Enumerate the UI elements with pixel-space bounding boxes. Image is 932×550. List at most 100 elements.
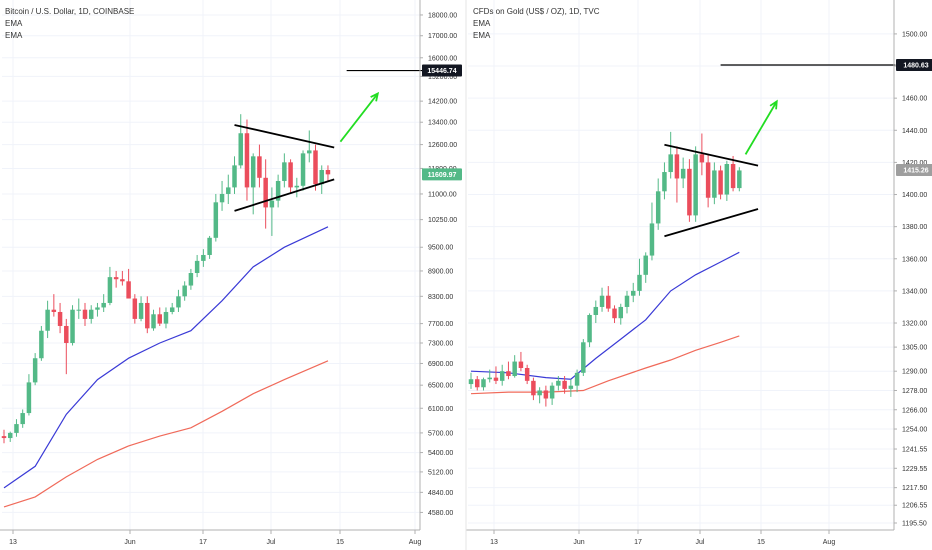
price-tick-label: 1305.00 — [902, 345, 927, 352]
candle-body — [226, 187, 231, 194]
bitcoin-time-axis[interactable]: 13 Jun 17 Jul 15 Aug — [9, 530, 421, 546]
price-tick-label: 1440.00 — [902, 128, 927, 135]
bitcoin-chart-background — [0, 0, 466, 550]
candle-body — [300, 153, 306, 186]
bitcoin-candles — [1, 114, 331, 444]
bitcoin-ema-legend-2[interactable]: EMA — [5, 31, 23, 40]
candle-body — [113, 277, 119, 280]
time-tick-label: 15 — [336, 539, 344, 546]
gold-chart-background — [466, 0, 932, 550]
candle-body — [95, 307, 100, 310]
candle-body — [730, 164, 736, 189]
price-tick-label: 10250.00 — [428, 217, 457, 224]
candle-body — [606, 295, 611, 309]
candle-body — [537, 390, 542, 396]
breakout-arrow-head — [370, 91, 380, 102]
price-tick-label: 5120.00 — [428, 469, 453, 476]
candle-body — [201, 254, 206, 261]
gold-ema-legend-2[interactable]: EMA — [473, 31, 491, 40]
candle-body — [630, 290, 636, 296]
triangle-trendline — [234, 124, 335, 149]
candle-body — [524, 367, 530, 381]
candle-body — [624, 295, 630, 307]
candle-body — [70, 309, 75, 343]
candle-body — [151, 314, 156, 329]
candle-body — [556, 380, 561, 386]
candle-body — [1, 436, 7, 439]
price-tick-label: 17000.00 — [428, 33, 457, 40]
price-tick-label: 1229.55 — [902, 466, 927, 473]
ema-fast-line — [470, 251, 740, 380]
price-tick-label: 7700.00 — [428, 321, 453, 328]
candle-body — [39, 330, 44, 359]
price-tick-label: 1340.00 — [902, 288, 927, 295]
price-tick-label: 7300.00 — [428, 340, 453, 347]
candle-body — [325, 169, 331, 175]
gold-annotations — [664, 64, 896, 238]
bitcoin-chart-title: Bitcoin / U.S. Dollar, 1D, COINBASE — [5, 7, 134, 16]
candle-body — [51, 309, 57, 312]
candle-body — [145, 302, 150, 329]
price-tick-label: 1241.55 — [902, 447, 927, 454]
gold-chart-panel[interactable]: 1195.50 1206.55 1217.50 1229.55 1241.55 1254.… — [466, 0, 932, 550]
price-tick-label: 8900.00 — [428, 268, 453, 275]
price-tick-label: 15200.00 — [428, 74, 457, 81]
price-tick-label: 1217.50 — [902, 485, 927, 492]
candle-body — [649, 223, 655, 256]
candle-body — [163, 311, 169, 324]
gold-chart-title: CFDs on Gold (US$ / OZ), 1D, TVC — [473, 7, 600, 16]
candle-body — [250, 156, 256, 188]
price-tick-label: 14200.00 — [428, 99, 457, 106]
price-tick-label: 1206.55 — [902, 503, 927, 510]
candle-body — [587, 314, 592, 343]
candle-body — [581, 342, 586, 373]
price-tick-label: 1360.00 — [902, 256, 927, 263]
price-tick-label: 1320.00 — [902, 321, 927, 328]
price-badge — [422, 64, 462, 77]
gold-time-axis[interactable]: 13 Jun 17 Jul 15 Aug — [490, 530, 835, 546]
candle-body — [593, 306, 599, 315]
candle-body — [45, 309, 50, 331]
candle-body — [257, 156, 262, 178]
price-tick-label: 1266.00 — [902, 407, 927, 414]
price-badge — [422, 168, 462, 181]
candle-body — [26, 382, 32, 414]
candle-body — [680, 168, 686, 179]
candle-body — [269, 200, 275, 208]
candle-body — [574, 372, 580, 386]
price-tick-label: 1500.00 — [902, 31, 927, 38]
time-tick-label: 17 — [634, 539, 642, 546]
candle-body — [493, 377, 499, 381]
ema-fast-line — [3, 226, 329, 489]
candle-body — [699, 154, 705, 163]
candle-body — [499, 371, 505, 381]
candle-body — [294, 185, 300, 188]
candle-body — [107, 277, 113, 303]
gold-ema-legend-1[interactable]: EMA — [473, 19, 491, 28]
candle-body — [724, 164, 730, 195]
bitcoin-ema-legend-1[interactable]: EMA — [5, 19, 23, 28]
price-tick-label: 1460.00 — [902, 96, 927, 103]
gold-price-labels: 1480.63 1415.26 — [896, 59, 932, 177]
candle-body — [512, 361, 517, 377]
price-tick-label: 6100.00 — [428, 406, 453, 413]
breakout-arrow — [744, 100, 778, 155]
gold-ema-lines — [470, 251, 740, 395]
candle-body — [219, 193, 225, 203]
candle-body — [474, 379, 480, 388]
time-tick-label: Jul — [696, 539, 705, 546]
price-tick-label: 1290.00 — [902, 369, 927, 376]
candle-body — [531, 380, 536, 396]
time-tick-label: Jun — [573, 539, 584, 546]
candle-body — [313, 150, 318, 185]
candle-body — [712, 170, 717, 198]
candle-body — [82, 309, 88, 319]
price-badge-label: 11609.97 — [428, 172, 457, 179]
bitcoin-chart-panel[interactable]: 4580.00 4840.00 5120.00 5400.00 5700.00 6100.… — [0, 0, 466, 550]
candle-body — [687, 168, 692, 216]
time-tick-label: 15 — [757, 539, 765, 546]
candle-body — [132, 298, 138, 319]
candle-body — [207, 237, 212, 255]
candle-body — [612, 308, 617, 319]
price-tick-label: 6900.00 — [428, 361, 453, 368]
